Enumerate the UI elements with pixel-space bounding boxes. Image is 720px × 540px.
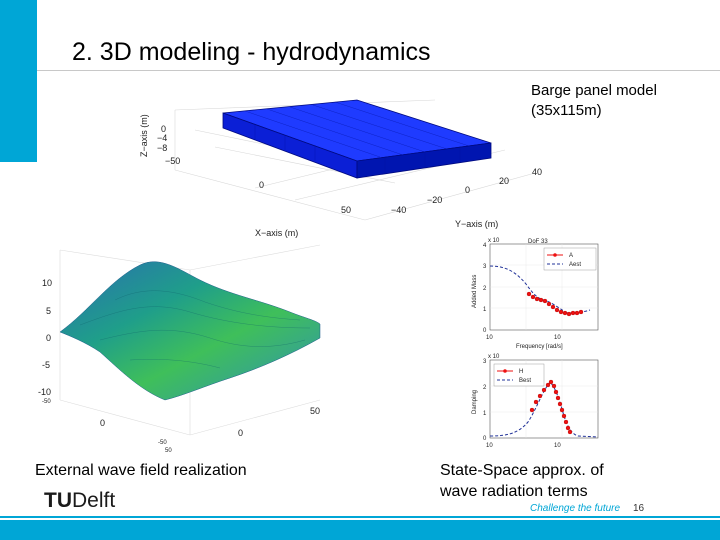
z-tick: −4: [157, 133, 167, 143]
wave-field-figure: 10 5 0 -5 -10 -50 0 50 50 0 -50: [38, 244, 321, 454]
wave-z-tick: -5: [42, 360, 50, 370]
am-x-tick: 10: [486, 335, 493, 341]
title-divider: [37, 70, 720, 71]
added-mass-plot: x 10 DoF 33 4 3 2 1 0 10 10 Frequency [r…: [472, 238, 599, 350]
am-ylabel: Added Mass: [472, 275, 478, 308]
footer-bar: [0, 520, 720, 540]
damping-plot: x 10 3 2 1 0 10 10 Damping H Best: [472, 354, 599, 449]
barge-model-figure: Z−axis (m) 0 −4 −8 −50 0 50 X−axis (m) 4…: [139, 99, 542, 238]
added-mass-exp: x 10: [488, 238, 500, 244]
x-tick: 0: [259, 180, 264, 190]
y-tick: 20: [499, 176, 509, 186]
am-legend-item: Aest: [569, 262, 581, 268]
wave-right-tick: 0: [238, 428, 243, 438]
z-tick: 0: [161, 124, 166, 134]
y-axis-label: Y−axis (m): [455, 219, 498, 229]
y-tick: −20: [427, 195, 442, 205]
barge-caption: Barge panel model (35x115m): [531, 81, 657, 121]
wave-caption: External wave field realization: [35, 462, 247, 479]
wave-left-tick: -50: [42, 399, 51, 405]
dp-ylabel: Damping: [472, 390, 478, 414]
wave-right-tick: -50: [158, 440, 167, 446]
wave-left-tick: 0: [100, 418, 105, 428]
logo-tu: TU: [44, 489, 72, 512]
wave-z-tick: 0: [46, 333, 51, 343]
damping-exp: x 10: [488, 354, 500, 360]
z-axis-label: Z−axis (m): [139, 114, 149, 157]
tudelft-logo: TUDelft: [44, 489, 115, 513]
added-mass-title: DoF 33: [528, 239, 548, 245]
am-x-tick: 10: [554, 335, 561, 341]
barge-caption-line2: (35x115m): [531, 102, 602, 119]
state-space-caption: State-Space approx. of wave radiation te…: [440, 460, 604, 502]
state-space-caption-line2: wave radiation terms: [440, 483, 588, 500]
barge-caption-line1: Barge panel model: [531, 82, 657, 99]
dp-y-tick: 2: [483, 385, 487, 391]
am-y-tick: 2: [483, 286, 487, 292]
accent-block: [0, 0, 37, 162]
page-number: 16: [633, 503, 645, 514]
wave-left-tick: 50: [165, 448, 172, 454]
dp-x-tick: 10: [554, 443, 561, 449]
footer-rule: [0, 516, 720, 518]
slide-title: 2. 3D modeling - hydrodynamics: [72, 38, 431, 66]
x-tick: 50: [341, 205, 351, 215]
y-tick: 40: [532, 167, 542, 177]
dp-legend: [493, 363, 545, 387]
am-y-tick: 1: [483, 307, 487, 313]
wave-z-tick: 5: [46, 306, 51, 316]
am-y-tick: 3: [483, 264, 487, 270]
dp-x-tick: 10: [486, 443, 493, 449]
am-legend-item: A: [569, 253, 573, 259]
y-tick: 0: [465, 185, 470, 195]
z-tick: −8: [157, 143, 167, 153]
wave-right-tick: 50: [310, 406, 320, 416]
dp-legend-item: Best: [519, 378, 531, 384]
wave-z-tick: 10: [42, 278, 52, 288]
barge-end-face: [356, 142, 492, 179]
dp-y-tick: 3: [483, 359, 487, 365]
logo-delft: Delft: [72, 489, 116, 512]
footer-slogan: Challenge the future: [530, 503, 621, 514]
am-y-tick: 0: [483, 328, 487, 334]
wave-z-tick: -10: [38, 387, 51, 397]
dp-legend-item: H: [519, 369, 523, 375]
y-tick: −40: [391, 205, 406, 215]
am-xlabel: Frequency [rad/s]: [516, 344, 563, 350]
z-tick: −50: [165, 156, 180, 166]
dp-y-tick: 1: [483, 411, 487, 417]
dp-data-points: [529, 379, 573, 435]
am-data-points: [526, 291, 584, 317]
state-space-caption-line1: State-Space approx. of: [440, 462, 604, 479]
x-axis-label: X−axis (m): [255, 228, 298, 238]
am-y-tick: 4: [483, 243, 487, 249]
dp-y-tick: 0: [483, 436, 487, 442]
wave-surface: [59, 261, 321, 401]
